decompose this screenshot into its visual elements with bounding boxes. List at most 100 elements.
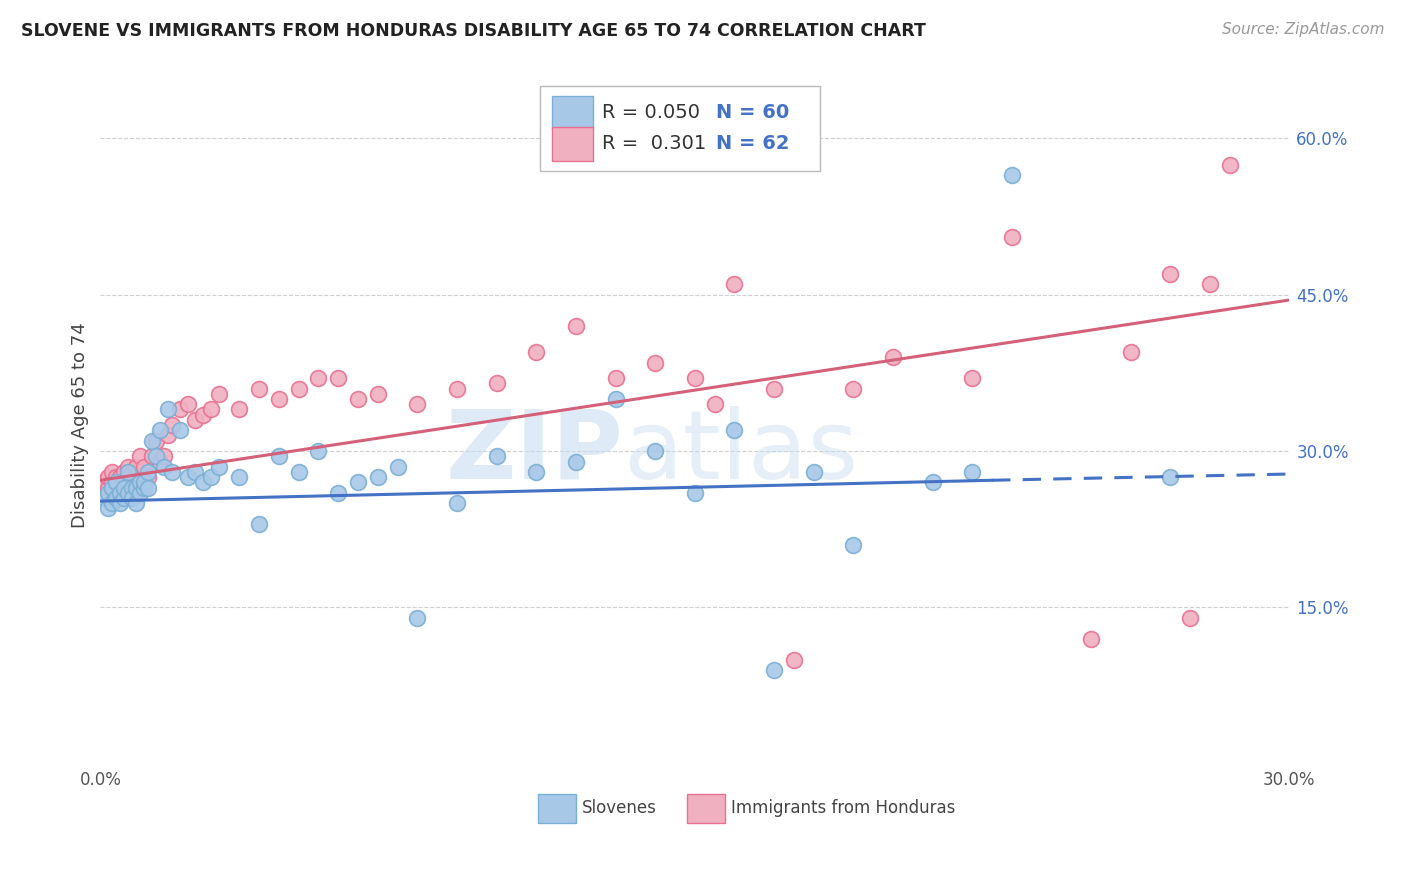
Point <box>446 496 468 510</box>
Point <box>125 496 148 510</box>
Point <box>228 402 250 417</box>
Text: N = 60: N = 60 <box>716 103 790 121</box>
Point <box>136 465 159 479</box>
Point <box>208 386 231 401</box>
Point <box>129 485 152 500</box>
Point <box>184 465 207 479</box>
Point <box>307 371 329 385</box>
Point <box>763 382 786 396</box>
Text: Slovenes: Slovenes <box>582 798 657 817</box>
Point <box>132 481 155 495</box>
Point <box>267 450 290 464</box>
FancyBboxPatch shape <box>686 794 724 822</box>
Point <box>152 459 174 474</box>
Point <box>287 382 309 396</box>
Point <box>485 450 508 464</box>
Point <box>97 481 120 495</box>
Point <box>112 465 135 479</box>
Point <box>176 470 198 484</box>
Point <box>1219 157 1241 171</box>
Point <box>97 501 120 516</box>
Point <box>605 371 627 385</box>
Point <box>882 351 904 365</box>
Point <box>129 475 152 490</box>
Point <box>565 319 588 334</box>
Point <box>121 481 143 495</box>
Point <box>347 475 370 490</box>
Point <box>644 355 666 369</box>
Point <box>962 371 984 385</box>
Point <box>193 475 215 490</box>
Point <box>328 485 350 500</box>
Point <box>152 450 174 464</box>
Point <box>200 470 222 484</box>
Point <box>228 470 250 484</box>
Point <box>723 423 745 437</box>
Point <box>129 450 152 464</box>
Point <box>387 459 409 474</box>
FancyBboxPatch shape <box>553 95 592 128</box>
Point <box>1001 168 1024 182</box>
Point <box>97 485 120 500</box>
Text: SLOVENE VS IMMIGRANTS FROM HONDURAS DISABILITY AGE 65 TO 74 CORRELATION CHART: SLOVENE VS IMMIGRANTS FROM HONDURAS DISA… <box>21 22 927 40</box>
Point <box>105 470 128 484</box>
Point <box>112 481 135 495</box>
Point <box>605 392 627 406</box>
Point <box>1119 345 1142 359</box>
Point <box>112 491 135 505</box>
Point <box>132 459 155 474</box>
Point <box>101 481 124 495</box>
Point <box>108 481 131 495</box>
Point <box>117 465 139 479</box>
Point <box>485 376 508 391</box>
Point <box>145 434 167 448</box>
Point <box>125 470 148 484</box>
FancyBboxPatch shape <box>553 128 592 161</box>
Point <box>247 516 270 531</box>
Point <box>723 277 745 292</box>
Point <box>1159 267 1181 281</box>
Point <box>176 397 198 411</box>
Point <box>141 450 163 464</box>
Point <box>101 465 124 479</box>
Point <box>108 496 131 510</box>
Point <box>117 470 139 484</box>
Point <box>108 470 131 484</box>
Point <box>247 382 270 396</box>
FancyBboxPatch shape <box>538 794 576 822</box>
Point <box>141 434 163 448</box>
Point <box>1080 632 1102 646</box>
Point <box>307 444 329 458</box>
Point <box>1199 277 1222 292</box>
Point <box>160 465 183 479</box>
Point <box>328 371 350 385</box>
Point <box>112 475 135 490</box>
Point <box>156 402 179 417</box>
Point <box>1001 230 1024 244</box>
Point <box>149 423 172 437</box>
Point <box>132 475 155 490</box>
Point <box>121 465 143 479</box>
FancyBboxPatch shape <box>540 87 820 171</box>
Point <box>121 475 143 490</box>
Point <box>105 475 128 490</box>
Point <box>921 475 943 490</box>
Point <box>842 382 865 396</box>
Point <box>783 652 806 666</box>
Point <box>125 481 148 495</box>
Point <box>121 491 143 505</box>
Point <box>193 408 215 422</box>
Point <box>169 402 191 417</box>
Point <box>156 428 179 442</box>
Point <box>105 491 128 505</box>
Point <box>169 423 191 437</box>
Point <box>160 418 183 433</box>
Point <box>145 450 167 464</box>
Text: R = 0.050: R = 0.050 <box>602 103 700 121</box>
Point <box>101 496 124 510</box>
Point <box>803 465 825 479</box>
Point <box>136 470 159 484</box>
Point <box>125 459 148 474</box>
Point <box>367 470 389 484</box>
Point <box>703 397 725 411</box>
